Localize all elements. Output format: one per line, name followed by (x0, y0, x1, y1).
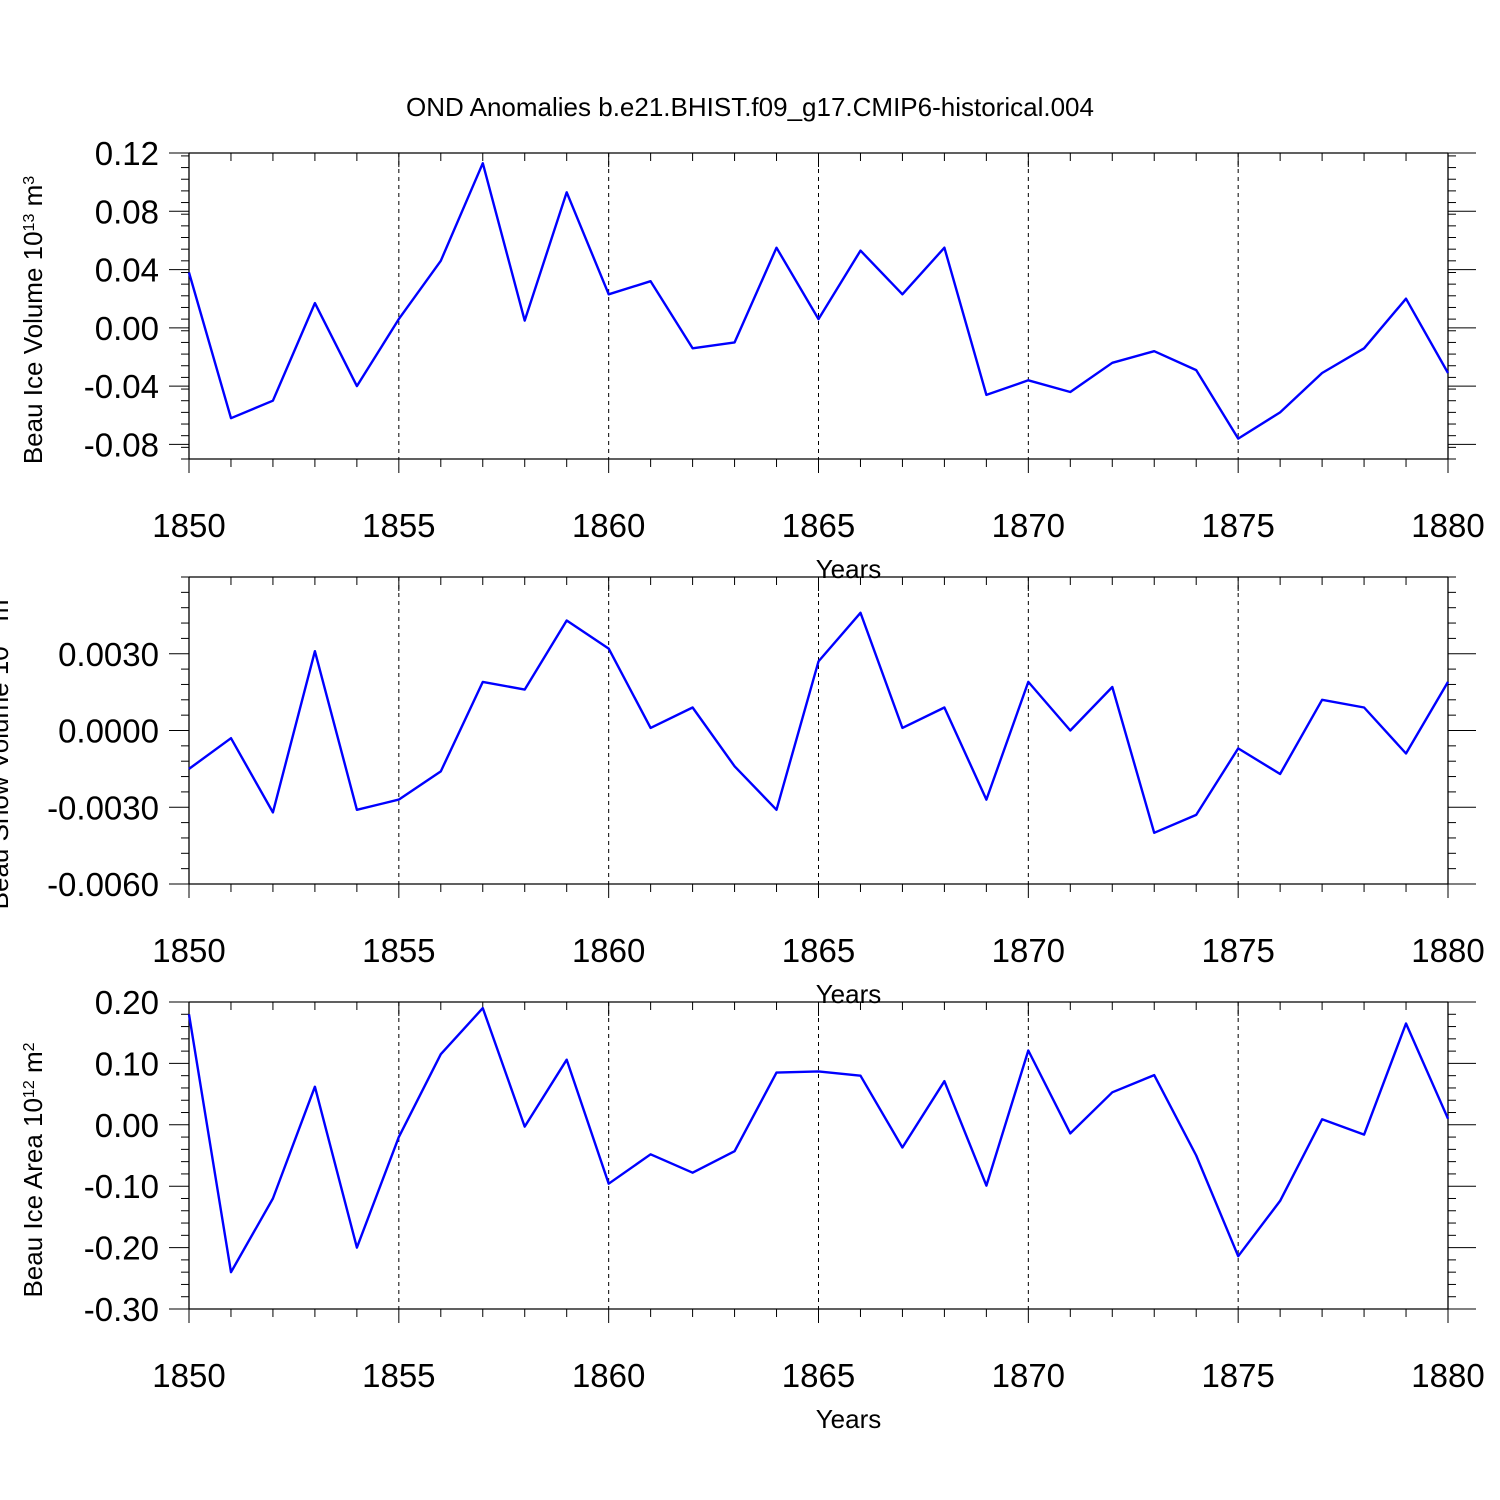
series-line (187, 1006, 1450, 1274)
y-tick-label: -0.04 (84, 368, 159, 405)
y-axis-title-unit-exponent: 3 (0, 591, 4, 600)
x-tick-label: 1850 (152, 1357, 225, 1394)
x-tick-label: 1880 (1411, 1357, 1484, 1394)
x-axis-title: Years (816, 1404, 882, 1434)
series-line (188, 611, 1450, 834)
x-tick-label: 1870 (992, 932, 1065, 969)
y-tick-label: 0.00 (95, 310, 159, 347)
x-tick-label: 1860 (572, 507, 645, 544)
y-tick-label: 0.20 (95, 984, 159, 1021)
y-tick-label: -0.0060 (47, 866, 159, 903)
y-tick-label: 0.0000 (58, 713, 159, 750)
x-tick-label: 1865 (782, 1357, 855, 1394)
y-axis-title-unit: m (18, 185, 48, 214)
x-tick-label: 1865 (782, 932, 855, 969)
y-axis-title: Beau Ice Area 1012 m2 (18, 1042, 48, 1297)
x-tick-label: 1875 (1201, 1357, 1274, 1394)
x-tick-label: 1855 (362, 507, 435, 544)
x-tick-label: 1855 (362, 932, 435, 969)
y-tick-label: -0.20 (84, 1230, 159, 1267)
x-tick-label: 1870 (992, 1357, 1065, 1394)
y-axis-title: Beau Snow Volume 1013 m3 (0, 591, 14, 910)
y-tick-label: -0.30 (84, 1291, 159, 1328)
panels: -0.08 -0.04 0.00 0.04 0.08 0.12 1850 1855 1860 18… (0, 135, 1485, 1434)
x-tick-label: 1850 (152, 507, 225, 544)
series-line (187, 161, 1450, 440)
y-axis-title-exponent: 13 (21, 214, 38, 232)
y-axis-title-main: Beau Snow Volume 10 (0, 646, 14, 909)
y-tick-label: -0.08 (84, 426, 159, 463)
y-axis-title-exponent: 12 (21, 1080, 38, 1098)
x-tick-label: 1880 (1411, 932, 1484, 969)
x-tick-label: 1855 (362, 1357, 435, 1394)
y-axis-title-main: Beau Ice Volume 10 (18, 231, 48, 464)
y-axis-title-unit-exponent: 3 (21, 176, 38, 185)
y-axis-title: Beau Ice Volume 1013 m3 (18, 176, 48, 464)
panel-2: -0.0060 -0.0030 0.0000 0.0030 1850 1855 1860 18… (0, 576, 1485, 1009)
x-tick-label: 1860 (572, 932, 645, 969)
y-tick-label: 0.10 (95, 1045, 159, 1082)
x-tick-label: 1865 (782, 507, 855, 544)
x-axis-title: Years (816, 979, 882, 1009)
y-axis-title-unit: m (0, 600, 14, 629)
y-tick-label: 0.04 (95, 252, 159, 289)
y-tick-label: 0.0030 (58, 636, 159, 673)
x-tick-label: 1870 (992, 507, 1065, 544)
x-tick-label: 1850 (152, 932, 225, 969)
y-tick-label: 0.12 (95, 135, 159, 172)
x-tick-label: 1860 (572, 1357, 645, 1394)
y-axis-title-main: Beau Ice Area 10 (18, 1098, 48, 1297)
y-tick-label: 0.08 (95, 193, 159, 230)
panel-3: -0.30 -0.20 -0.10 0.00 0.10 0.20 1850 1855 1860 1… (18, 984, 1485, 1434)
x-tick-label: 1875 (1201, 507, 1274, 544)
x-tick-label: 1880 (1411, 507, 1484, 544)
y-axis-title-exponent: 13 (0, 628, 4, 646)
panel-1: -0.08 -0.04 0.00 0.04 0.08 0.12 1850 1855 1860 18… (18, 135, 1485, 584)
y-axis-title-unit: m (18, 1051, 48, 1080)
y-axis-title-unit-exponent: 2 (21, 1042, 38, 1051)
x-axis-title: Years (816, 554, 882, 584)
chart-title: OND Anomalies b.e21.BHIST.f09_g17.CMIP6-… (406, 92, 1094, 122)
y-tick-label: -0.10 (84, 1168, 159, 1205)
y-tick-label: 0.00 (95, 1107, 159, 1144)
y-tick-label: -0.0030 (47, 789, 159, 826)
x-tick-label: 1875 (1201, 932, 1274, 969)
